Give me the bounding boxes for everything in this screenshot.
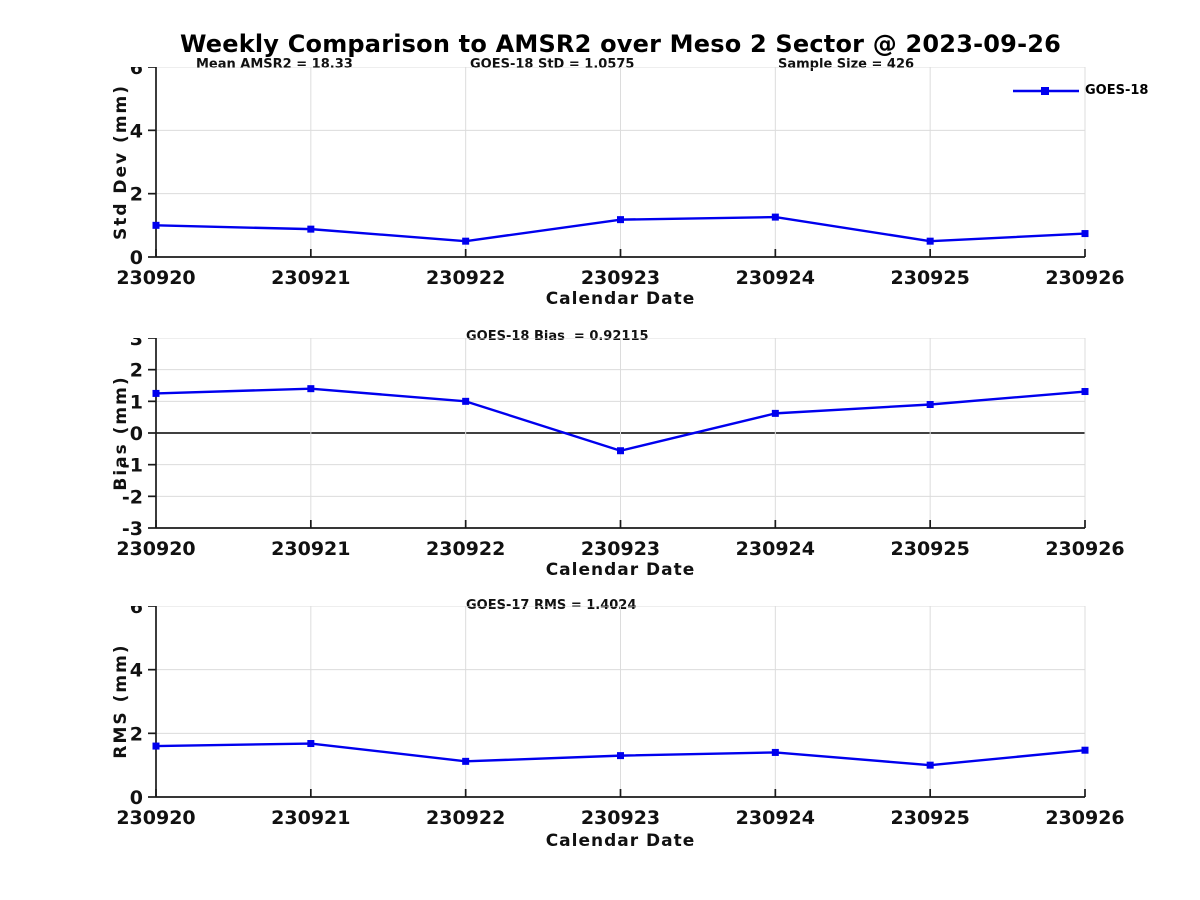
y-tick-label: 2 — [130, 360, 143, 382]
x-tick-label: 230920 — [116, 807, 195, 829]
y-tick-label: 2 — [130, 723, 143, 745]
x-tick-label: 230923 — [581, 807, 660, 829]
annotation-goes18-std: GOES-18 StD = 1.0575 — [470, 57, 635, 72]
data-point-marker — [152, 389, 160, 397]
x-tick-label: 230920 — [116, 267, 195, 289]
x-axis-label-2: Calendar Date — [545, 560, 696, 580]
x-tick-label: 230924 — [736, 267, 815, 289]
data-point-marker — [307, 225, 315, 233]
y-tick-label: 1 — [130, 391, 143, 413]
legend: GOES-18 — [1013, 83, 1148, 98]
y-tick-label: -3 — [122, 518, 143, 540]
legend-line-icon — [1013, 86, 1079, 95]
data-point-marker — [462, 237, 470, 245]
data-point-marker — [617, 447, 624, 455]
x-tick-label: 230924 — [736, 807, 815, 829]
x-tick-label: 230923 — [581, 267, 660, 289]
annotation-goes18-bias: GOES-18 Bias = 0.92115 — [466, 329, 649, 344]
x-tick-label: 230922 — [426, 267, 505, 289]
x-axis-label-1: Calendar Date — [545, 289, 696, 309]
x-tick-label: 230925 — [891, 807, 970, 829]
y-tick-label: 2 — [130, 184, 143, 206]
data-point-marker — [462, 757, 470, 765]
x-tick-label: 230924 — [736, 538, 815, 560]
x-tick-label: 230922 — [426, 807, 505, 829]
x-tick-label: 230922 — [426, 538, 505, 560]
data-point-marker — [926, 237, 934, 245]
series-line-GOES-18 — [155, 387, 1086, 452]
plot-area-bias: -3 -2 -1 0 1 2 3 230920 230921 230922 230923 230924… — [116, 338, 1125, 560]
plot-area-rms: 0 2 4 6 230920 230921 230922 230923 230924 230925… — [116, 606, 1125, 829]
data-point-marker — [462, 397, 470, 405]
y-tick-label: 0 — [130, 423, 143, 445]
x-tick-label: 230921 — [271, 267, 350, 289]
y-tick-label: 0 — [130, 247, 143, 269]
data-point-marker — [307, 740, 315, 748]
legend-label: GOES-18 — [1085, 83, 1149, 98]
data-point-marker — [771, 409, 779, 417]
plot-area-std-dev: 0 2 4 6 230920 230921 230922 230923 230924 230925… — [116, 67, 1125, 289]
data-point-marker — [926, 761, 934, 769]
annotation-goes17-rms: GOES-17 RMS = 1.4024 — [466, 598, 637, 613]
data-point-marker — [152, 742, 160, 750]
y-tick-label: -2 — [122, 486, 143, 508]
figure-title: Weekly Comparison to AMSR2 over Meso 2 S… — [179, 30, 1062, 58]
x-tick-label: 230925 — [891, 538, 970, 560]
data-point-marker — [1081, 230, 1089, 238]
data-point-marker — [926, 401, 934, 408]
x-tick-label: 230921 — [271, 807, 350, 829]
data-point-marker — [617, 752, 624, 760]
annotation-sample-size: Sample Size = 426 — [778, 57, 915, 72]
data-point-marker — [152, 221, 160, 229]
data-point-marker — [1081, 746, 1089, 754]
x-tick-label: 230921 — [271, 538, 350, 560]
data-point-marker — [771, 748, 779, 756]
data-point-marker — [771, 213, 779, 221]
y-tick-label: 3 — [130, 338, 143, 350]
y-tick-label: 6 — [130, 67, 143, 79]
y-tick-label: 6 — [130, 606, 143, 618]
x-tick-label: 230920 — [116, 538, 195, 560]
x-tick-label: 230925 — [891, 267, 970, 289]
y-axis-label-bias: Bias (mm) — [111, 375, 131, 491]
series-line-GOES-18 — [155, 215, 1086, 243]
y-tick-label: 4 — [130, 120, 143, 142]
annotation-mean-amsr2: Mean AMSR2 = 18.33 — [196, 57, 353, 72]
x-axis-label-3: Calendar Date — [545, 831, 696, 851]
y-tick-label: -1 — [122, 455, 143, 477]
data-point-marker — [617, 216, 624, 224]
data-point-marker — [307, 385, 315, 393]
data-point-marker — [1081, 388, 1089, 396]
series-line-GOES-18 — [155, 742, 1086, 767]
y-axis-label-std-dev: Std Dev (mm) — [111, 83, 131, 241]
x-tick-label: 230923 — [581, 538, 660, 560]
y-axis-label-rms: RMS (mm) — [111, 643, 131, 759]
x-tick-label: 230926 — [1045, 538, 1124, 560]
y-tick-label: 0 — [130, 787, 143, 809]
x-tick-label: 230926 — [1045, 807, 1124, 829]
x-tick-label: 230926 — [1045, 267, 1124, 289]
y-tick-label: 4 — [130, 660, 143, 682]
